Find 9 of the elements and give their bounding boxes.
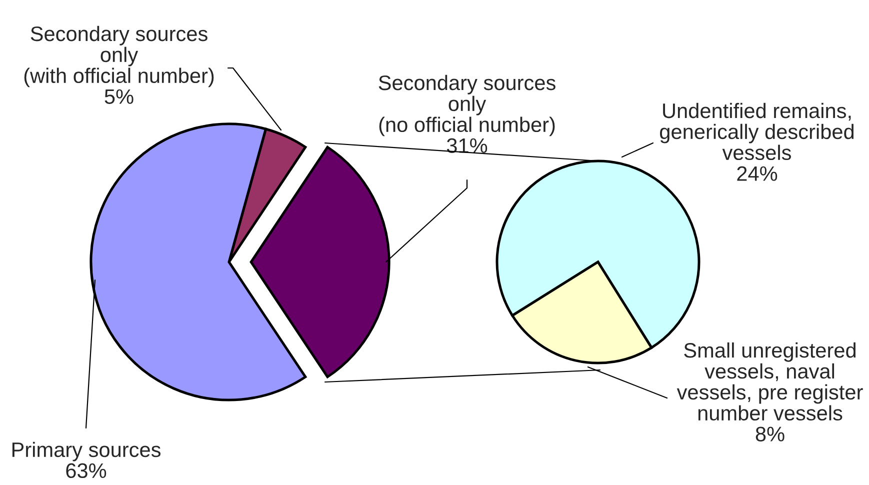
data-label: 5% [104, 89, 134, 104]
data-label: 24% [737, 166, 778, 181]
slice-label: Small unregistered vessels, naval vessels, pre register number vessels [676, 342, 863, 421]
data-label: 63% [66, 463, 106, 478]
slice-label: Secondary sources only (no official number) [378, 74, 556, 136]
slice-label: Primary sources [12, 442, 160, 462]
slice-label: Secondary sources only (with official number) [24, 26, 214, 88]
slice-label: Undentified remains, generically described vessels [660, 102, 854, 160]
data-label: 8% [756, 426, 784, 442]
